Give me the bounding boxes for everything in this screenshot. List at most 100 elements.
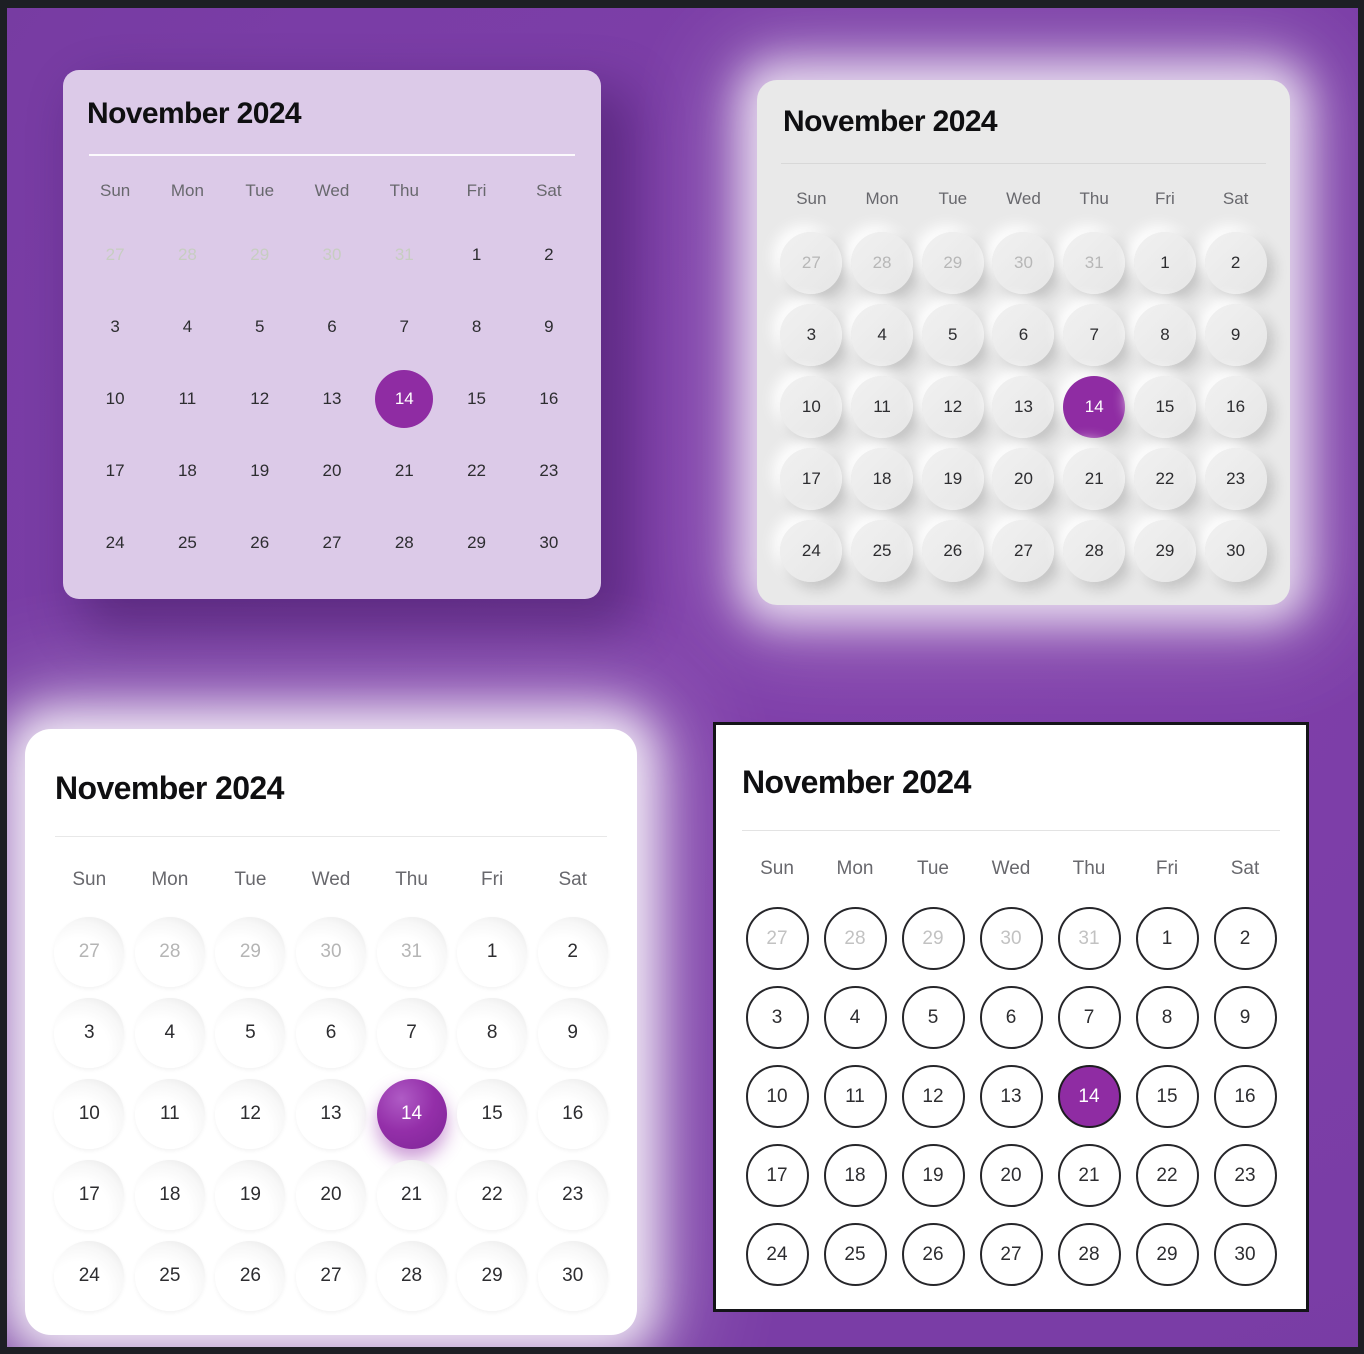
day-cell[interactable]: 2 [537, 916, 608, 987]
day-cell[interactable]: 30 [1213, 1223, 1277, 1286]
day-cell[interactable]: 12 [215, 1078, 286, 1149]
day-cell[interactable]: 18 [177, 461, 197, 480]
day-cell[interactable]: 5 [215, 997, 286, 1068]
day-cell[interactable]: 29 [467, 533, 487, 552]
day-cell[interactable]: 24 [54, 1240, 125, 1311]
day-cell[interactable]: 11 [823, 1065, 887, 1128]
day-cell[interactable]: 22 [1133, 448, 1196, 510]
day-cell[interactable]: 22 [457, 1159, 528, 1230]
day-cell[interactable]: 25 [177, 533, 197, 552]
day-cell[interactable]: 20 [295, 1159, 366, 1230]
day-cell[interactable]: 4 [851, 304, 914, 366]
day-cell[interactable]: 29 [1133, 520, 1196, 582]
day-cell[interactable]: 17 [105, 461, 125, 480]
day-cell[interactable]: 28 [823, 907, 887, 970]
day-cell[interactable]: 18 [823, 1144, 887, 1207]
day-cell[interactable]: 27 [322, 533, 342, 552]
day-cell[interactable]: 3 [745, 986, 809, 1049]
day-cell[interactable]: 31 [376, 916, 447, 987]
day-cell[interactable]: 27 [780, 232, 843, 294]
day-cell[interactable]: 30 [979, 907, 1043, 970]
day-cell-selected[interactable]: 14 [376, 1078, 447, 1149]
day-cell[interactable]: 21 [1063, 448, 1126, 510]
day-cell[interactable]: 27 [105, 245, 125, 264]
day-cell[interactable]: 2 [1213, 907, 1277, 970]
day-cell[interactable]: 24 [745, 1223, 809, 1286]
day-cell[interactable]: 1 [1135, 907, 1199, 970]
day-cell[interactable]: 7 [1063, 304, 1126, 366]
day-cell[interactable]: 20 [322, 461, 342, 480]
day-cell[interactable]: 9 [1204, 304, 1267, 366]
day-cell[interactable]: 30 [322, 245, 342, 264]
day-cell[interactable]: 27 [54, 916, 125, 987]
day-cell[interactable]: 30 [539, 533, 559, 552]
day-cell[interactable]: 17 [745, 1144, 809, 1207]
day-cell[interactable]: 6 [327, 317, 337, 336]
day-cell[interactable]: 28 [177, 245, 197, 264]
day-cell[interactable]: 16 [1213, 1065, 1277, 1128]
day-cell[interactable]: 31 [394, 245, 414, 264]
day-cell[interactable]: 4 [134, 997, 205, 1068]
day-cell[interactable]: 19 [921, 448, 984, 510]
day-cell[interactable]: 30 [295, 916, 366, 987]
day-cell[interactable]: 10 [105, 389, 125, 408]
day-cell[interactable]: 28 [394, 533, 414, 552]
day-cell[interactable]: 22 [1135, 1144, 1199, 1207]
day-cell[interactable]: 23 [1213, 1144, 1277, 1207]
day-cell[interactable]: 13 [322, 389, 342, 408]
day-cell[interactable]: 16 [539, 389, 559, 408]
day-cell[interactable]: 28 [376, 1240, 447, 1311]
day-cell[interactable]: 17 [54, 1159, 125, 1230]
day-cell[interactable]: 6 [295, 997, 366, 1068]
day-cell[interactable]: 21 [376, 1159, 447, 1230]
day-cell[interactable]: 23 [539, 461, 559, 480]
day-cell[interactable]: 30 [992, 232, 1055, 294]
day-cell[interactable]: 20 [992, 448, 1055, 510]
day-cell[interactable]: 28 [134, 916, 205, 987]
day-cell[interactable]: 22 [467, 461, 487, 480]
day-cell[interactable]: 10 [780, 376, 843, 438]
day-cell[interactable]: 12 [921, 376, 984, 438]
day-cell[interactable]: 15 [1135, 1065, 1199, 1128]
day-cell[interactable]: 13 [992, 376, 1055, 438]
day-cell[interactable]: 8 [457, 997, 528, 1068]
day-cell[interactable]: 24 [105, 533, 125, 552]
day-cell[interactable]: 5 [254, 317, 265, 336]
day-cell[interactable]: 18 [134, 1159, 205, 1230]
day-cell[interactable]: 25 [851, 520, 914, 582]
day-cell[interactable]: 1 [1133, 232, 1196, 294]
day-cell-selected[interactable]: 14 [1063, 376, 1126, 438]
day-cell[interactable]: 7 [399, 317, 410, 336]
day-cell[interactable]: 15 [467, 389, 487, 408]
day-cell[interactable]: 28 [851, 232, 914, 294]
day-cell[interactable]: 3 [780, 304, 843, 366]
day-cell[interactable]: 30 [537, 1240, 608, 1311]
day-cell[interactable]: 17 [780, 448, 843, 510]
day-cell[interactable]: 29 [1135, 1223, 1199, 1286]
day-cell[interactable]: 21 [394, 461, 414, 480]
day-cell[interactable]: 30 [1204, 520, 1267, 582]
day-cell[interactable]: 28 [1063, 520, 1126, 582]
day-cell[interactable]: 19 [901, 1144, 965, 1207]
day-cell[interactable]: 4 [182, 317, 193, 336]
day-cell[interactable]: 29 [901, 907, 965, 970]
day-cell[interactable]: 6 [992, 304, 1055, 366]
day-cell[interactable]: 15 [457, 1078, 528, 1149]
day-cell[interactable]: 20 [979, 1144, 1043, 1207]
day-cell[interactable]: 28 [1057, 1223, 1121, 1286]
day-cell[interactable]: 27 [295, 1240, 366, 1311]
day-cell[interactable]: 10 [745, 1065, 809, 1128]
day-cell[interactable]: 29 [457, 1240, 528, 1311]
day-cell[interactable]: 18 [851, 448, 914, 510]
day-cell[interactable]: 1 [457, 916, 528, 987]
day-cell[interactable]: 11 [851, 376, 914, 438]
day-cell[interactable]: 27 [979, 1223, 1043, 1286]
day-cell[interactable]: 5 [901, 986, 965, 1049]
day-cell[interactable]: 12 [901, 1065, 965, 1128]
day-cell[interactable]: 9 [544, 317, 554, 336]
day-cell[interactable]: 5 [921, 304, 984, 366]
day-cell[interactable]: 7 [376, 997, 447, 1068]
day-cell[interactable]: 19 [250, 461, 270, 480]
day-cell[interactable]: 1 [471, 245, 482, 264]
day-cell-selected[interactable]: 14 [375, 370, 434, 428]
